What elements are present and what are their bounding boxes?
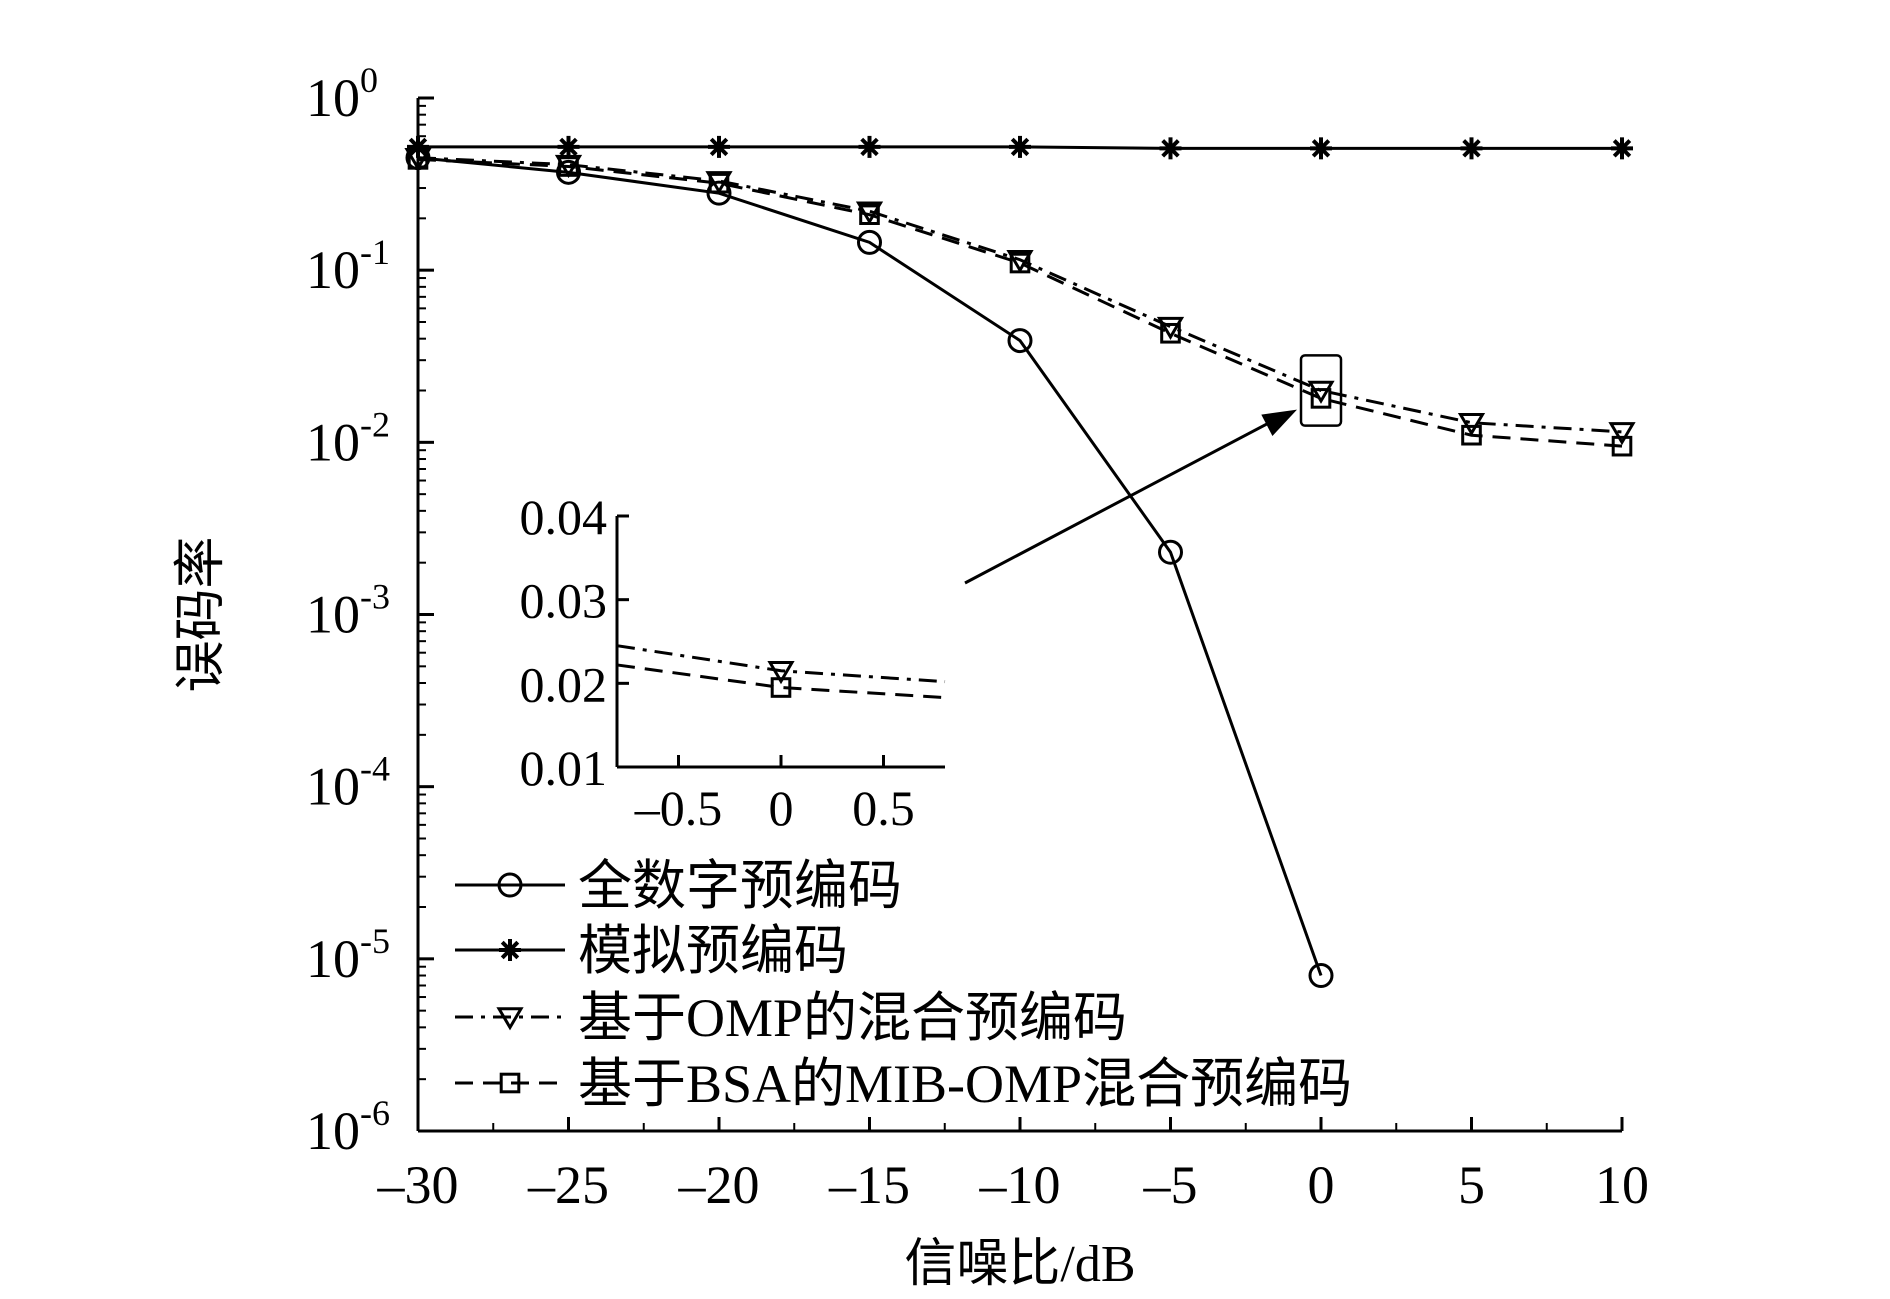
inset-y-tick-label: 0.02 — [520, 656, 608, 712]
y-tick-exponent: -1 — [360, 232, 390, 272]
series-point — [558, 156, 579, 177]
series-point — [1308, 963, 1334, 989]
series-point-stroke — [709, 137, 729, 157]
x-tick-label: –30 — [377, 1155, 459, 1215]
series-point-stroke — [1612, 139, 1632, 158]
y-tick-label: 10 — [306, 585, 360, 645]
y-tick-label: 10 — [306, 68, 360, 128]
series-line — [417, 157, 1623, 448]
series-point — [1159, 137, 1182, 160]
legend-label: 基于BSA的MIB-OMP混合预编码 — [578, 1054, 1352, 1114]
series-point-stroke — [1462, 139, 1481, 158]
y-tick-label: 10 — [306, 412, 360, 472]
series-point — [1310, 388, 1332, 409]
inset-y-tick-label: 0.04 — [520, 489, 608, 545]
series-point — [557, 135, 580, 158]
legend-marker — [499, 939, 521, 961]
series-point-stroke — [1161, 139, 1180, 158]
legend-label: 基于OMP的混合预编码 — [578, 988, 1127, 1048]
inset-y-tick-label: 0.03 — [520, 573, 608, 629]
series-point — [706, 180, 732, 206]
y-tick-label: 10 — [306, 240, 360, 300]
arrow-line — [964, 416, 1280, 585]
x-tick-label: –25 — [527, 1155, 609, 1215]
inset-x-tick-label: 0 — [769, 780, 794, 836]
series-point — [1460, 137, 1483, 160]
y-tick-label: 10 — [306, 1101, 360, 1161]
arrow-head — [1261, 409, 1297, 436]
series-point — [1160, 322, 1181, 344]
zoom-connector — [964, 409, 1297, 585]
y-tick-label: 10 — [306, 929, 360, 989]
x-tick-label: –20 — [678, 1155, 760, 1215]
series-point — [556, 159, 581, 185]
series-point — [1307, 380, 1335, 404]
series-point — [1457, 412, 1486, 437]
y-tick-exponent: -6 — [360, 1093, 390, 1133]
legend-label: 全数字预编码 — [578, 856, 902, 916]
inset-x-tick-label: –0.5 — [634, 780, 723, 836]
series-point — [1006, 249, 1034, 274]
series-point-stroke — [1010, 137, 1030, 157]
series-point — [857, 229, 882, 255]
zoom-box — [1299, 354, 1343, 427]
legend-marker-stroke — [500, 940, 520, 960]
series-point — [859, 204, 880, 225]
series-point — [708, 172, 730, 194]
x-axis-title: 信噪比/dB — [904, 1236, 1135, 1293]
series-point — [1156, 316, 1185, 341]
legend-marker — [499, 1072, 521, 1094]
series-point — [1009, 252, 1031, 274]
series-point — [1461, 424, 1482, 446]
y-tick-exponent: -2 — [360, 404, 390, 444]
x-tick-label: –5 — [1143, 1155, 1198, 1215]
y-tick-exponent: -4 — [360, 749, 390, 789]
x-tick-label: 10 — [1595, 1155, 1649, 1215]
series-point-stroke — [559, 137, 578, 157]
series-point — [1611, 435, 1633, 457]
inset-x-tick-label: 0.5 — [852, 780, 915, 836]
x-tick-label: 5 — [1458, 1155, 1485, 1215]
series-point — [1608, 422, 1636, 446]
series-point-stroke — [1311, 139, 1331, 158]
inset-series-line — [616, 644, 946, 684]
series-line — [417, 156, 1323, 977]
series-point-stroke — [860, 137, 879, 157]
inset-series-point — [770, 677, 792, 698]
series-point — [1611, 137, 1633, 160]
y-tick-label: 10 — [306, 757, 360, 817]
y-tick-exponent: -3 — [360, 577, 390, 617]
series-point — [858, 135, 881, 158]
y-axis-title: 误码率 — [173, 536, 230, 692]
series-point — [708, 135, 730, 158]
legend-label: 模拟预编码 — [578, 921, 848, 981]
inset-y-tick-label: 0.01 — [520, 740, 608, 796]
series-point — [1310, 137, 1332, 160]
series-point — [1009, 135, 1031, 158]
y-tick-exponent: 0 — [360, 60, 378, 100]
inset-plot: –0.5 0 0.5 0.01 0.02 0.03 0.04 — [520, 489, 946, 836]
series-point — [1158, 539, 1183, 565]
inset-series-point — [767, 661, 795, 685]
series-point — [407, 149, 429, 170]
y-tick-exponent: -5 — [360, 921, 390, 961]
x-tick-label: –10 — [979, 1155, 1061, 1215]
legend-marker — [496, 1007, 524, 1031]
x-tick-label: 0 — [1308, 1155, 1335, 1215]
series-line — [417, 156, 1623, 434]
series-point — [1007, 328, 1033, 354]
legend-marker — [497, 872, 523, 898]
x-tick-label: –15 — [828, 1155, 910, 1215]
